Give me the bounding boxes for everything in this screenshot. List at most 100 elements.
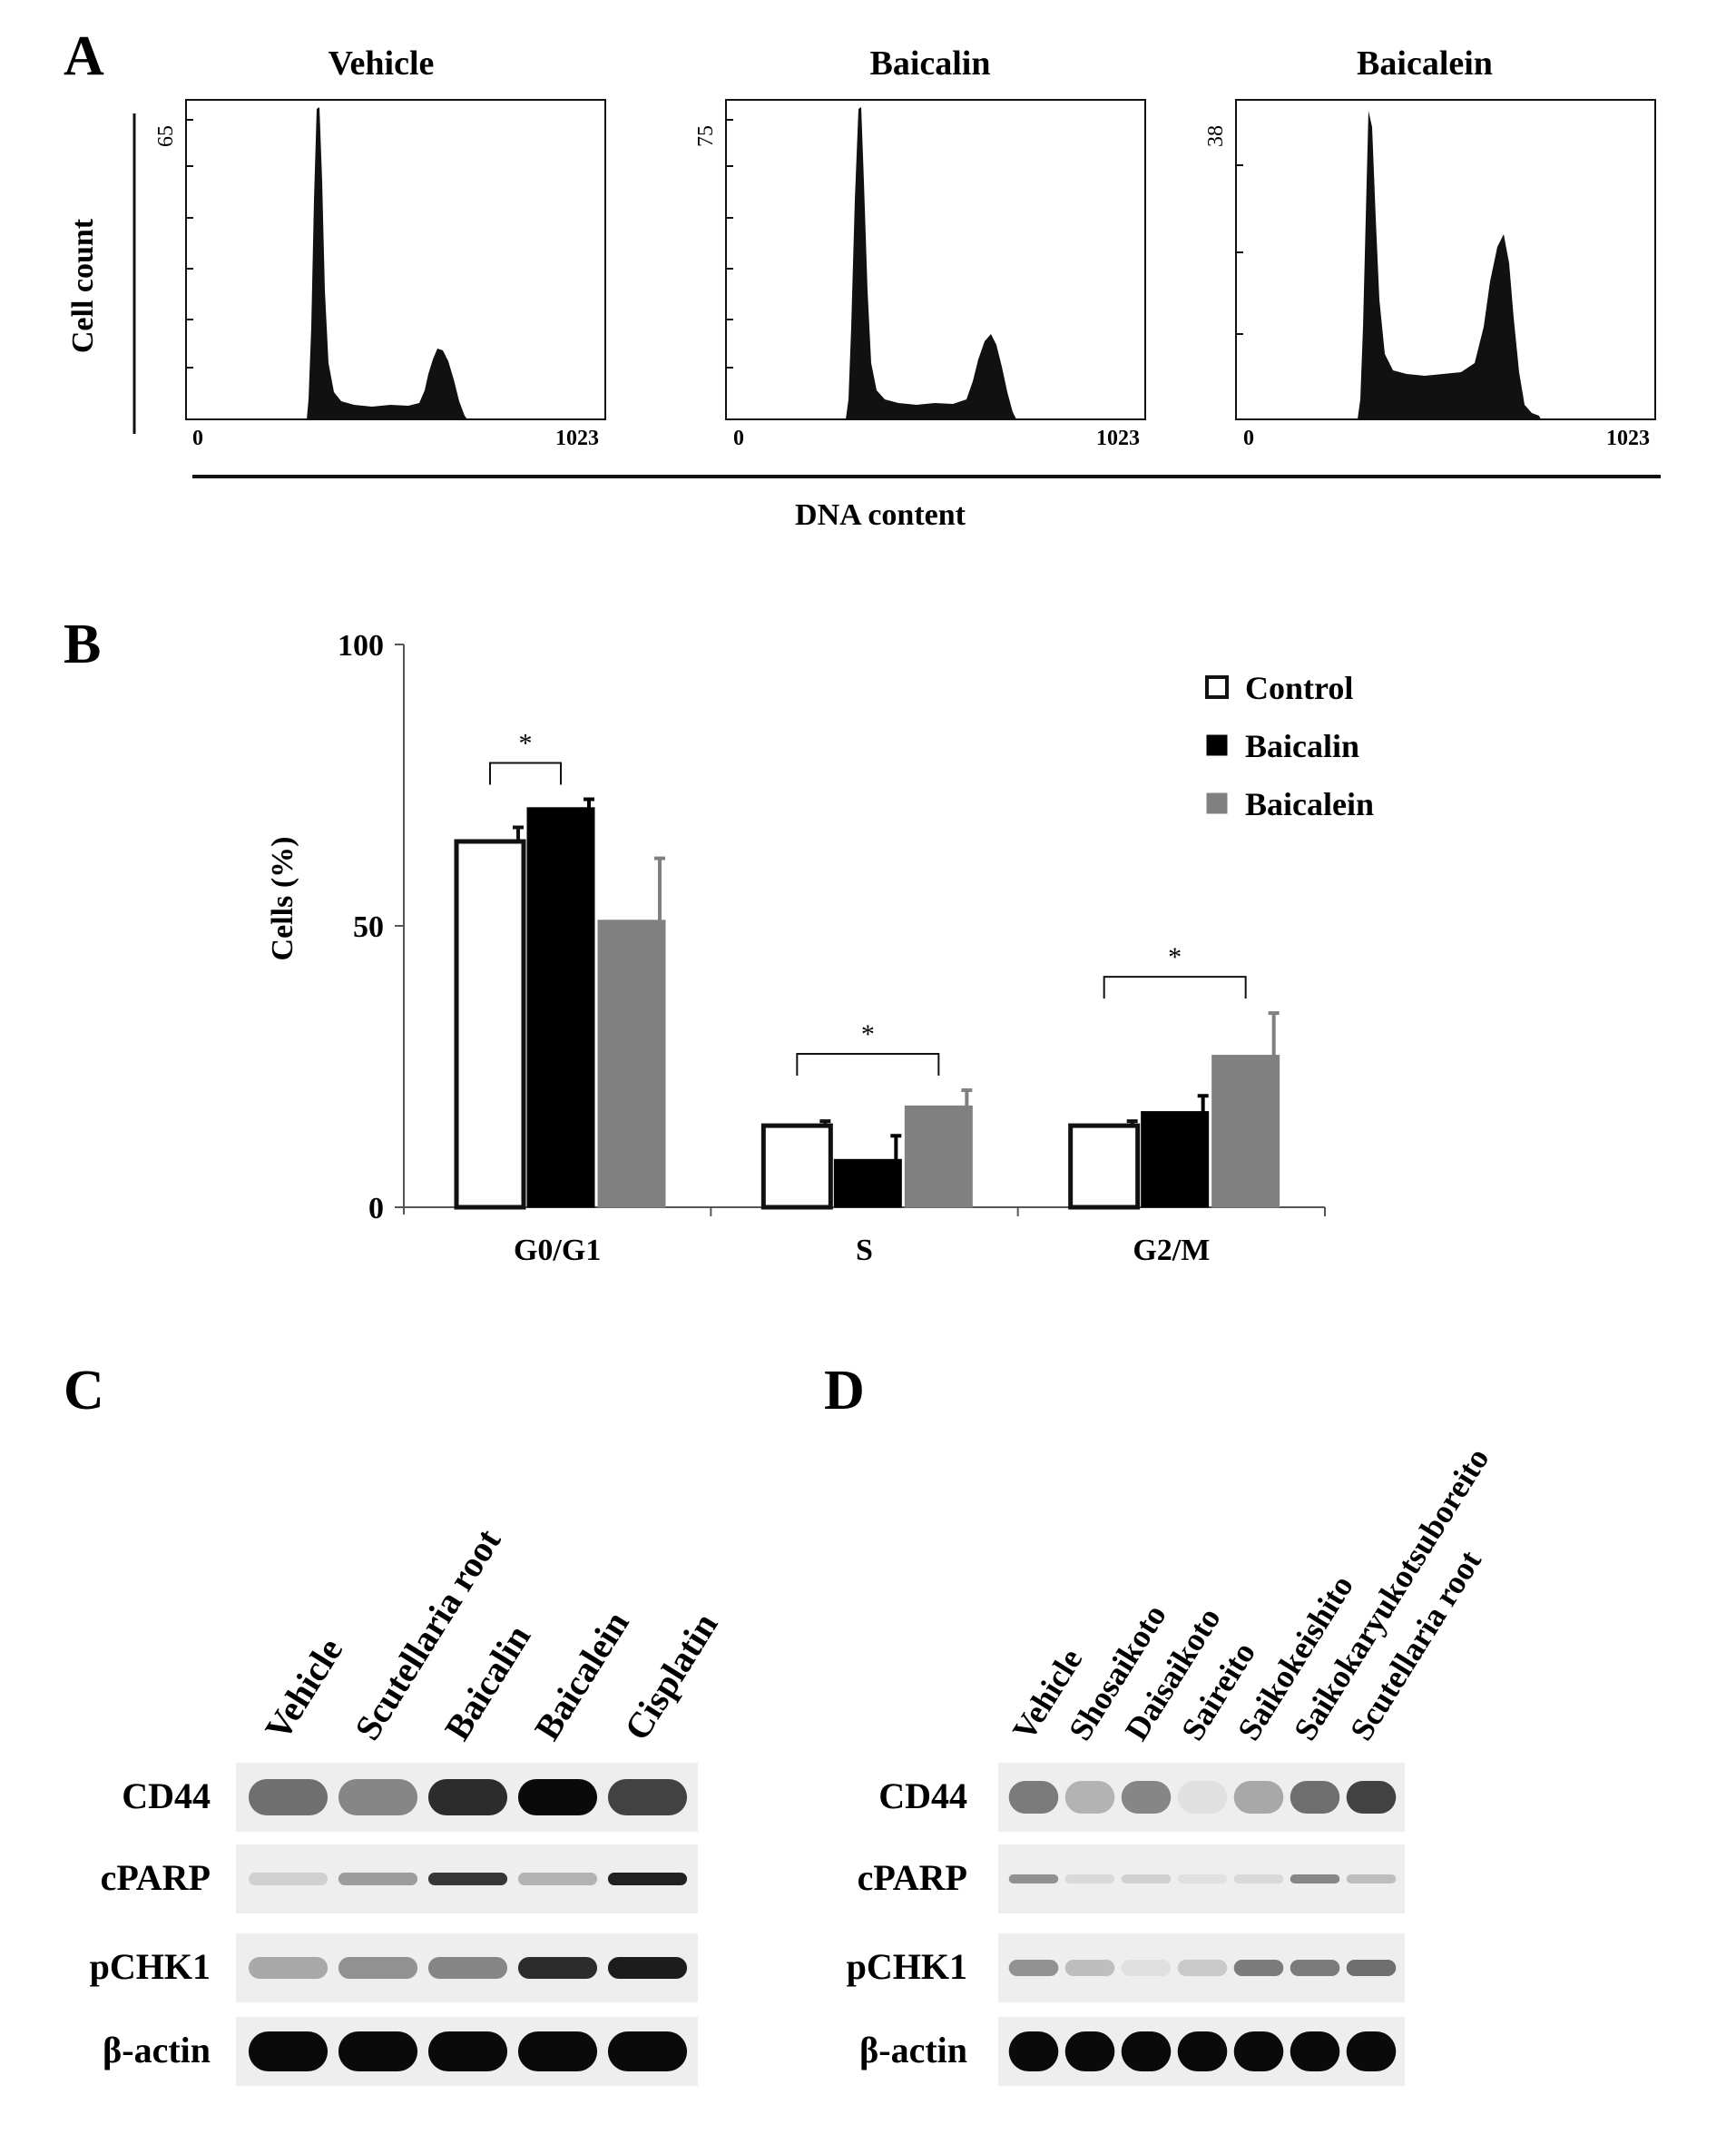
histogram-title: Baicalein xyxy=(1357,44,1493,83)
band xyxy=(517,2031,598,2071)
y-tick-label: 50 xyxy=(353,910,384,944)
band xyxy=(1177,1960,1228,1976)
y-ticks xyxy=(726,119,733,369)
x-max-label: 1023 xyxy=(555,427,599,450)
band xyxy=(338,1873,418,1885)
histogram-baicalein: Baicalein 38 0 1023 xyxy=(1204,44,1656,450)
histogram-peaks xyxy=(846,107,1016,419)
y-ticks xyxy=(1236,164,1243,335)
x-min-label: 0 xyxy=(192,427,203,450)
histogram-baicalin: Baicalin 75 0 1023 xyxy=(694,44,1146,450)
plot-frame xyxy=(725,99,1146,420)
histogram-peaks xyxy=(1358,111,1541,419)
panel-b-label: B xyxy=(64,614,101,675)
band xyxy=(1121,1781,1172,1814)
band xyxy=(1233,1781,1284,1814)
band xyxy=(1346,1874,1397,1883)
legend-swatch xyxy=(1205,675,1229,699)
band xyxy=(427,2031,508,2071)
band xyxy=(427,1957,508,1979)
category-label: S xyxy=(856,1234,873,1267)
significance-bracket xyxy=(489,762,562,785)
band xyxy=(517,1957,598,1979)
band xyxy=(338,1957,418,1979)
x-max-label: 1023 xyxy=(1096,427,1140,450)
bar-control-g0g1 xyxy=(454,839,526,1210)
panel-c: C Vehicle Scutellaria root Baicalin Baicale… xyxy=(0,1343,817,2142)
row-label: cPARP xyxy=(101,1857,211,1898)
band xyxy=(427,1779,508,1815)
plot-frame xyxy=(1235,99,1656,420)
bar-chart: B Cells (%) 0 50 100 G0/G1 S G2/M * * * Control Ba… xyxy=(64,614,1374,1267)
band xyxy=(1290,1781,1340,1814)
band xyxy=(1121,2031,1172,2071)
band xyxy=(1177,2031,1228,2071)
band xyxy=(338,2031,418,2071)
band xyxy=(607,1957,688,1979)
bar-baicalin-s xyxy=(833,1158,902,1208)
band xyxy=(1177,1874,1228,1883)
y-axis-label: Cell count xyxy=(66,218,100,353)
bar-baicalin-g0g1 xyxy=(526,807,595,1208)
band xyxy=(517,1779,598,1815)
band xyxy=(1346,2031,1397,2071)
band xyxy=(1064,1781,1115,1814)
western-blot-d: D VehicleShosaikotoDaisaikotoSaireitoSai… xyxy=(824,1360,1496,2086)
band xyxy=(1008,1874,1059,1883)
band xyxy=(248,1873,329,1885)
significance-bracket xyxy=(796,1053,940,1077)
band xyxy=(1008,2031,1059,2071)
category-label: G2/M xyxy=(1133,1234,1210,1267)
legend-label: Baicalin xyxy=(1245,728,1359,764)
y-max-label: 75 xyxy=(694,125,718,147)
row-label: β-actin xyxy=(859,2030,967,2070)
x-axis-label: DNA content xyxy=(795,498,966,532)
panel-d: D Vehicle Shosaikoto Daisaikoto Saireito Sai… xyxy=(817,1343,1736,2142)
band xyxy=(607,1779,688,1815)
y-axis-title: Cells (%) xyxy=(266,837,299,961)
category-label: G0/G1 xyxy=(514,1234,601,1267)
y-tick-label: 100 xyxy=(338,629,384,663)
bar-control-s xyxy=(760,1123,833,1210)
significance-bracket xyxy=(1103,976,1247,999)
row-label: pCHK1 xyxy=(90,1946,211,1987)
panel-a-label: A xyxy=(64,25,104,87)
band xyxy=(607,1873,688,1885)
legend-label: Baicalein xyxy=(1245,786,1374,822)
panel-a-svg: A Cell count DNA content Vehicle 65 0 10… xyxy=(64,25,1661,532)
x-max-label: 1023 xyxy=(1606,427,1650,450)
band xyxy=(1346,1781,1397,1814)
band xyxy=(1290,2031,1340,2071)
y-tick-label: 0 xyxy=(368,1192,384,1225)
band xyxy=(1121,1960,1172,1976)
histogram-title: Baicalin xyxy=(869,44,990,83)
x-min-label: 0 xyxy=(733,427,744,450)
band xyxy=(1064,1874,1115,1883)
significance-mark: * xyxy=(1168,942,1182,972)
band xyxy=(248,2031,329,2071)
band xyxy=(1064,1960,1115,1976)
band xyxy=(1290,1960,1340,1976)
plot-frame xyxy=(185,99,606,420)
histogram-vehicle: Vehicle 65 0 1023 xyxy=(154,44,606,450)
band xyxy=(427,1873,508,1885)
band xyxy=(1008,1781,1059,1814)
bar-control-g2m xyxy=(1068,1123,1141,1210)
y-max-label: 65 xyxy=(154,125,178,147)
band xyxy=(248,1957,329,1979)
band xyxy=(1064,2031,1115,2071)
band xyxy=(1008,1960,1059,1976)
band xyxy=(1290,1874,1340,1883)
row-label: β-actin xyxy=(103,2030,211,2070)
legend-label: Control xyxy=(1245,670,1353,706)
band xyxy=(1233,2031,1284,2071)
panel-d-label: D xyxy=(824,1360,865,1421)
band xyxy=(1177,1781,1228,1814)
y-max-label: 38 xyxy=(1204,125,1228,147)
histogram-peaks xyxy=(307,107,467,419)
y-ticks xyxy=(186,119,193,369)
lane-label: Baicalin xyxy=(436,1618,538,1747)
bar-baicalein-s xyxy=(904,1105,973,1208)
legend-swatch xyxy=(1206,792,1228,814)
